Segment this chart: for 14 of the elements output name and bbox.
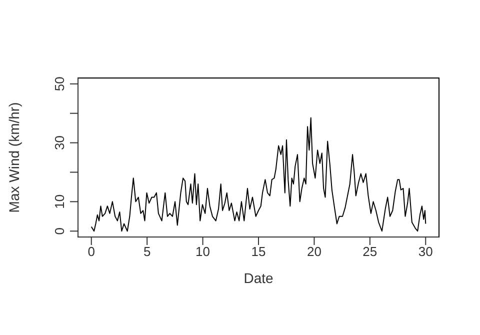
line-series <box>90 117 426 232</box>
y-tick-label: 10 <box>52 194 67 209</box>
x-tick-label: 25 <box>362 244 378 260</box>
x-tick-label: 15 <box>251 244 266 260</box>
y-tick-label: 0 <box>52 227 67 235</box>
x-tick-label: 0 <box>88 244 95 260</box>
y-axis-title: Max Wind (km/hr) <box>6 102 22 213</box>
x-tick-label: 5 <box>143 244 151 260</box>
y-tick-label: 30 <box>52 136 67 150</box>
x-tick-label: 10 <box>196 244 210 260</box>
x-tick-label: 20 <box>306 244 322 260</box>
x-tick-label: 30 <box>418 244 433 260</box>
y-tick-label: 50 <box>52 76 67 92</box>
x-axis-title: Date <box>244 270 274 286</box>
